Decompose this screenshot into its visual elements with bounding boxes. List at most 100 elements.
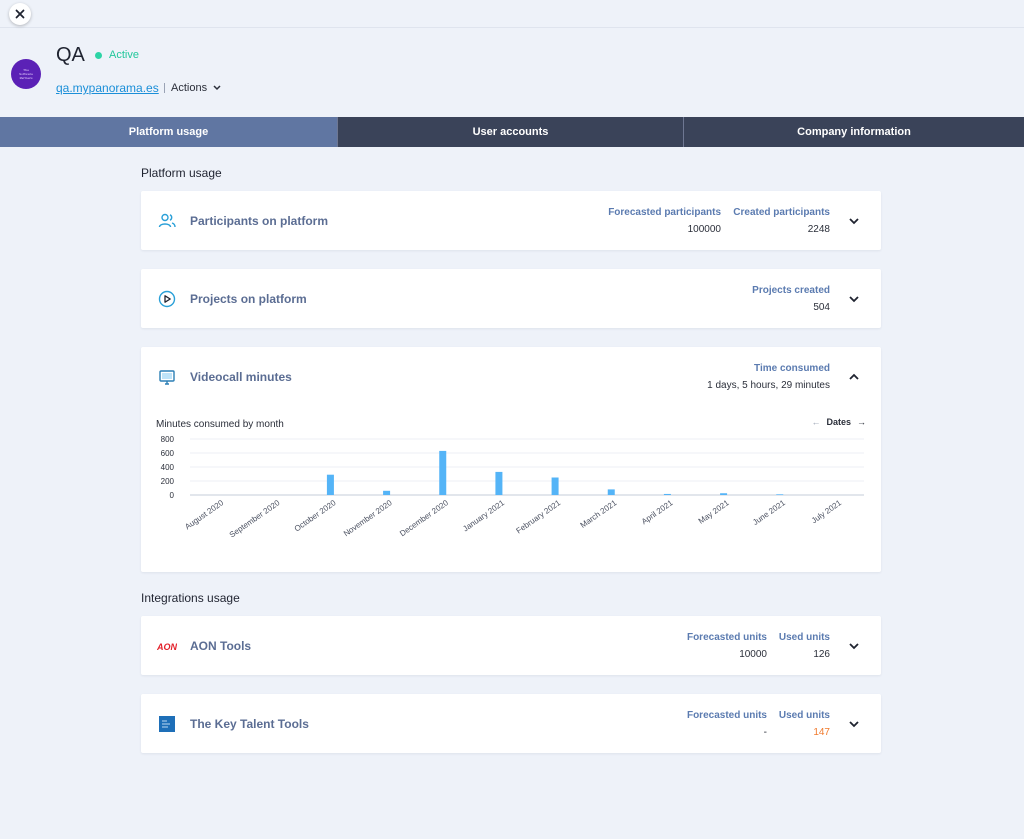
- status-text: Active: [109, 49, 139, 61]
- bar: [776, 494, 784, 495]
- videocall-card: Videocall minutes Time consumed 1 days, …: [141, 347, 881, 572]
- actions-dropdown[interactable]: Actions: [164, 82, 221, 94]
- aon-row[interactable]: AON AON Tools Forecasted units 10000 Use…: [141, 616, 881, 675]
- participants-card: Participants on platform Forecasted part…: [141, 191, 881, 250]
- bar: [663, 493, 671, 495]
- y-tick-label: 600: [161, 449, 175, 458]
- x-tick-label: December 2020: [398, 498, 450, 538]
- close-icon: [15, 9, 25, 19]
- x-tick-label: June 2021: [751, 498, 787, 527]
- arrow-left-icon[interactable]: ←: [811, 417, 821, 427]
- x-tick-label: January 2021: [461, 498, 506, 533]
- key-talent-forecasted-stat: Forecasted units -: [687, 710, 767, 738]
- dates-navigator: ← Dates →: [811, 417, 866, 427]
- aon-forecasted-stat: Forecasted units 10000: [687, 632, 767, 660]
- chevron-up-icon[interactable]: [847, 371, 861, 383]
- key-talent-used-label: Used units: [778, 710, 830, 721]
- aon-used-label: Used units: [778, 632, 830, 643]
- section-title-integrations-usage: Integrations usage: [141, 591, 240, 605]
- key-talent-used-stat: Used units 147: [779, 710, 830, 738]
- key-talent-logo-icon: [159, 716, 175, 732]
- chevron-down-icon[interactable]: [847, 640, 861, 652]
- key-talent-forecasted-label: Forecasted units: [686, 710, 767, 721]
- play-circle-icon: [158, 290, 176, 308]
- users-icon: [158, 213, 176, 228]
- created-participants-stat: Created participants 2248: [733, 207, 830, 235]
- key-talent-row[interactable]: The Key Talent Tools Forecasted units - …: [141, 694, 881, 753]
- bar-chart: 0 200 400 600 800 August 2020 September 2020 Oc…: [161, 435, 864, 540]
- x-tick-label: November 2020: [342, 498, 394, 538]
- x-tick-label: September 2020: [228, 498, 282, 540]
- monitor-icon: [159, 370, 175, 385]
- aon-title: AON Tools: [190, 639, 252, 653]
- videocall-row[interactable]: Videocall minutes Time consumed 1 days, …: [141, 347, 881, 406]
- time-consumed-label: Time consumed: [754, 363, 830, 374]
- y-tick-label: 800: [161, 435, 175, 444]
- projects-row[interactable]: Projects on platform Projects created 50…: [141, 269, 881, 328]
- projects-created-label: Projects created: [752, 285, 830, 296]
- chart-title: Minutes consumed by month: [156, 419, 284, 430]
- x-tick-label: May 2021: [697, 498, 731, 526]
- videocall-chart: Minutes consumed by month ← Dates → 0 200…: [156, 417, 868, 567]
- tab-platform-usage[interactable]: Platform usage: [0, 117, 338, 147]
- bar: [551, 477, 559, 495]
- section-title-platform-usage: Platform usage: [141, 166, 222, 180]
- close-button[interactable]: [9, 3, 31, 25]
- x-tick-label: March 2021: [579, 498, 619, 530]
- forecasted-participants-value: 100000: [687, 224, 721, 235]
- aon-logo-icon: AON: [157, 642, 177, 652]
- top-bar: [0, 0, 1024, 28]
- svg-text:AON: AON: [157, 642, 177, 652]
- divider: [164, 83, 165, 93]
- status-badge: Active: [95, 49, 139, 61]
- key-talent-title: The Key Talent Tools: [190, 717, 309, 731]
- bar: [383, 490, 391, 495]
- forecasted-participants-label: Forecasted participants: [608, 207, 721, 218]
- domain-link[interactable]: qa.mypanorama.es: [56, 81, 159, 95]
- time-consumed-value: 1 days, 5 hours, 29 minutes: [707, 380, 830, 391]
- x-tick-label: February 2021: [514, 498, 562, 536]
- y-tick-label: 400: [161, 463, 175, 472]
- participants-title: Participants on platform: [190, 214, 329, 228]
- tab-company-information[interactable]: Company information: [797, 126, 911, 138]
- chevron-down-icon[interactable]: [847, 293, 861, 305]
- aon-used-value: 126: [813, 649, 830, 660]
- x-tick-label: August 2020: [183, 498, 225, 531]
- status-dot-icon: [95, 51, 102, 59]
- projects-created-value: 504: [813, 302, 830, 313]
- aon-used-stat: Used units 126: [779, 632, 830, 660]
- aon-forecasted-label: Forecasted units: [686, 632, 767, 643]
- company-header: The Software Partners QA Active qa.mypan…: [0, 28, 1024, 118]
- aon-forecasted-value: 10000: [739, 649, 767, 660]
- x-tick-label: July 2021: [810, 498, 844, 525]
- arrow-right-icon[interactable]: →: [857, 417, 866, 427]
- chevron-down-icon[interactable]: [847, 215, 861, 227]
- projects-title: Projects on platform: [190, 292, 307, 306]
- tab-bar: Platform usage User accounts Company inf…: [0, 117, 1024, 147]
- company-logo: The Software Partners: [11, 59, 41, 89]
- participants-row[interactable]: Participants on platform Forecasted part…: [141, 191, 881, 250]
- y-tick-label: 200: [161, 477, 175, 486]
- actions-label: Actions: [171, 82, 208, 94]
- dates-label: Dates: [826, 417, 851, 427]
- bar: [720, 493, 728, 495]
- chevron-down-icon: [213, 85, 221, 91]
- forecasted-participants-stat: Forecasted participants 100000: [608, 207, 721, 235]
- key-talent-used-value: 147: [813, 727, 830, 738]
- y-tick-label: 0: [170, 491, 175, 500]
- videocall-title: Videocall minutes: [190, 370, 292, 384]
- bar: [439, 450, 447, 495]
- bar: [326, 474, 334, 495]
- aon-card: AON AON Tools Forecasted units 10000 Use…: [141, 616, 881, 675]
- x-tick-label: October 2020: [293, 498, 338, 533]
- key-talent-card: The Key Talent Tools Forecasted units - …: [141, 694, 881, 753]
- time-consumed-stat: Time consumed 1 days, 5 hours, 29 minute…: [707, 363, 830, 391]
- chevron-down-icon[interactable]: [847, 718, 861, 730]
- tab-user-accounts[interactable]: User accounts: [338, 117, 684, 147]
- projects-created-stat: Projects created 504: [752, 285, 830, 313]
- bar: [495, 471, 503, 495]
- bar: [607, 489, 615, 495]
- created-participants-label: Created participants: [733, 207, 830, 218]
- x-tick-label: April 2021: [640, 498, 675, 526]
- key-talent-forecasted-value: -: [763, 727, 767, 738]
